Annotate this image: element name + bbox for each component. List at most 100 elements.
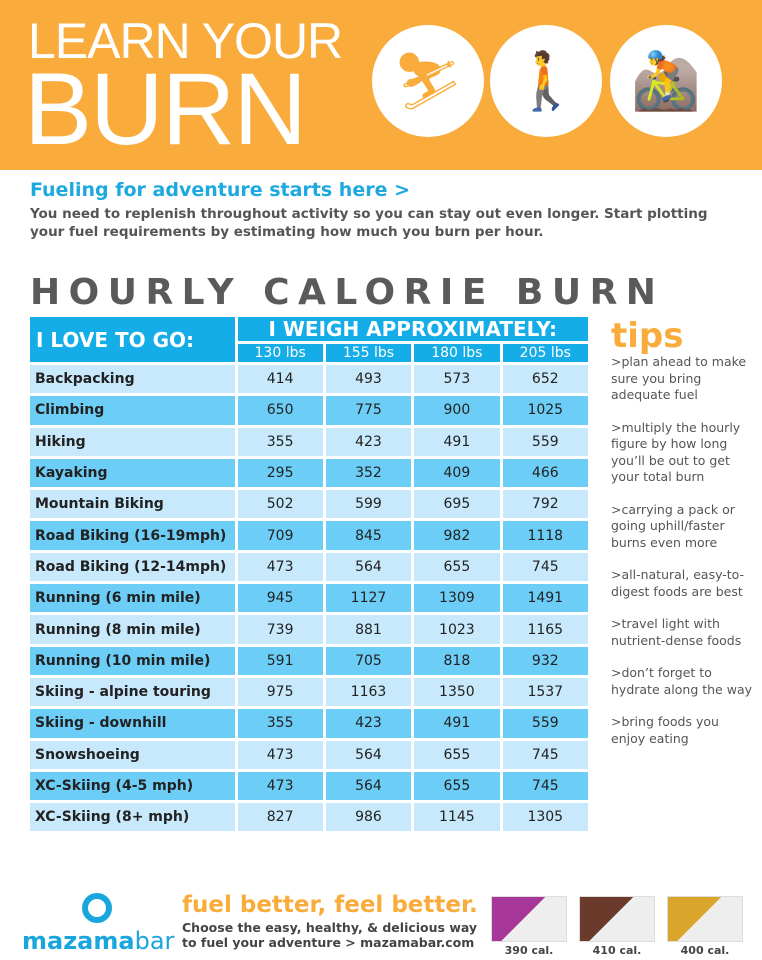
calorie-value: 409 — [414, 458, 500, 488]
skier-icon: ⛷ — [372, 25, 484, 137]
hiker-icon: 🚶 — [490, 25, 602, 137]
activity-name: Running (8 min mile) — [30, 615, 235, 644]
calorie-value: 355 — [237, 427, 323, 456]
tagline: fuel better, feel better. — [182, 892, 478, 918]
calorie-value: 423 — [325, 427, 412, 456]
tip-item: >bring foods you enjoy eating — [611, 714, 719, 746]
activity-name: Kayaking — [30, 458, 235, 488]
calorie-value: 491 — [414, 709, 500, 738]
calorie-value: 775 — [325, 396, 412, 425]
table-row: XC-Skiing (4-5 mph) 473 564 655 745 — [30, 771, 588, 801]
calorie-value: 599 — [325, 490, 412, 519]
activity-name: Hiking — [30, 427, 235, 456]
activity-name: Road Biking (16-19mph) — [30, 521, 235, 550]
calorie-value: 473 — [237, 740, 323, 769]
calorie-value: 705 — [325, 646, 412, 675]
table-row: Mountain Biking 502 599 695 792 — [30, 490, 588, 519]
calorie-value: 986 — [325, 803, 412, 832]
weight-column-header: 180 lbs — [414, 344, 500, 362]
activity-name: Skiing - downhill — [30, 709, 235, 738]
weight-column-header: 205 lbs — [502, 344, 588, 362]
tip-item: >don’t forget to hydrate along the way — [611, 665, 752, 697]
table-row: XC-Skiing (8+ mph) 827 986 1145 1305 — [30, 803, 588, 832]
calorie-value: 573 — [414, 365, 500, 394]
brand-a: mazama — [22, 927, 135, 955]
calorie-value: 423 — [325, 709, 412, 738]
tagline-line1: Choose the easy, healthy, & delicious wa… — [182, 920, 478, 935]
calorie-value: 695 — [414, 490, 500, 519]
drop-logo-icon — [82, 893, 112, 923]
tips-panel: tips >plan ahead to make sure you bring … — [611, 318, 756, 763]
calorie-value: 1145 — [414, 803, 500, 832]
activity-name: Snowshoeing — [30, 740, 235, 769]
bar-calories: 390 cal. — [504, 944, 554, 957]
calorie-value: 355 — [237, 709, 323, 738]
weight-column-header: 155 lbs — [325, 344, 412, 362]
calorie-value: 564 — [325, 740, 412, 769]
calorie-value: 900 — [414, 396, 500, 425]
calorie-value: 650 — [237, 396, 323, 425]
calorie-value: 1305 — [502, 803, 588, 832]
calorie-value: 559 — [502, 709, 588, 738]
tip-item: >all-natural, easy-to-digest foods are b… — [611, 567, 745, 599]
calorie-value: 1127 — [325, 584, 412, 613]
product-bar-image — [579, 896, 655, 942]
calorie-value: 1491 — [502, 584, 588, 613]
tips-heading: tips — [611, 316, 684, 356]
activity-name: XC-Skiing (8+ mph) — [30, 803, 235, 832]
calorie-table: I LOVE TO GO: I WEIGH APPROXIMATELY: 130… — [27, 314, 591, 834]
table-row: Skiing - alpine touring 975 1163 1350 1537 — [30, 677, 588, 707]
calorie-value: 564 — [325, 771, 412, 801]
brand-b: bar — [134, 927, 175, 955]
calorie-value: 1118 — [502, 521, 588, 550]
activity-name: Mountain Biking — [30, 490, 235, 519]
product-bar-image — [491, 896, 567, 942]
calorie-value: 655 — [414, 740, 500, 769]
header-line1: LEARN YOUR — [28, 13, 343, 69]
tip-item: >travel light with nutrient-dense foods — [611, 616, 742, 648]
table-row: Climbing 650 775 900 1025 — [30, 396, 588, 425]
calorie-value: 932 — [502, 646, 588, 675]
product-bar-image — [667, 896, 743, 942]
calorie-value: 739 — [237, 615, 323, 644]
calorie-value: 559 — [502, 427, 588, 456]
calorie-value: 975 — [237, 677, 323, 707]
table-row: Road Biking (16-19mph) 709 845 982 1118 — [30, 521, 588, 550]
table-row: Running (6 min mile) 945 1127 1309 1491 — [30, 584, 588, 613]
calorie-value: 745 — [502, 552, 588, 582]
calorie-value: 827 — [237, 803, 323, 832]
activity-name: Running (10 min mile) — [30, 646, 235, 675]
subtitle: Fueling for adventure starts here > — [30, 179, 411, 201]
calorie-value: 652 — [502, 365, 588, 394]
table-row: Snowshoeing 473 564 655 745 — [30, 740, 588, 769]
calorie-value: 352 — [325, 458, 412, 488]
calorie-value: 564 — [325, 552, 412, 582]
calorie-value: 295 — [237, 458, 323, 488]
calorie-value: 845 — [325, 521, 412, 550]
calorie-value: 655 — [414, 771, 500, 801]
activity-name: Backpacking — [30, 365, 235, 394]
calorie-value: 792 — [502, 490, 588, 519]
mountain-biker-icon: 🚵 — [610, 25, 722, 137]
tip-item: >multiply the hourly figure by how long … — [611, 419, 741, 485]
activity-name: Running (6 min mile) — [30, 584, 235, 613]
tagline-sub: Choose the easy, healthy, & delicious wa… — [182, 920, 477, 950]
calorie-value: 1163 — [325, 677, 412, 707]
calorie-value: 745 — [502, 740, 588, 769]
calorie-value: 502 — [237, 490, 323, 519]
activity-header: I LOVE TO GO: — [30, 317, 235, 362]
calorie-value: 466 — [502, 458, 588, 488]
activity-name: Skiing - alpine touring — [30, 677, 235, 707]
table-row: Road Biking (12-14mph) 473 564 655 745 — [30, 552, 588, 582]
page-title: HOURLY CALORIE BURN — [30, 272, 665, 313]
header-line2: BURN — [24, 52, 307, 166]
calorie-value: 1165 — [502, 615, 588, 644]
calorie-value: 982 — [414, 521, 500, 550]
tagline-line2: to fuel your adventure > mazamabar.com — [182, 935, 475, 950]
calorie-value: 655 — [414, 552, 500, 582]
weight-column-header: 130 lbs — [237, 344, 323, 362]
tip-item: >carrying a pack or going uphill/faster … — [611, 501, 735, 550]
activity-name: XC-Skiing (4-5 mph) — [30, 771, 235, 801]
table-row: Backpacking 414 493 573 652 — [30, 365, 588, 394]
intro-text: You need to replenish throughout activit… — [30, 206, 708, 240]
